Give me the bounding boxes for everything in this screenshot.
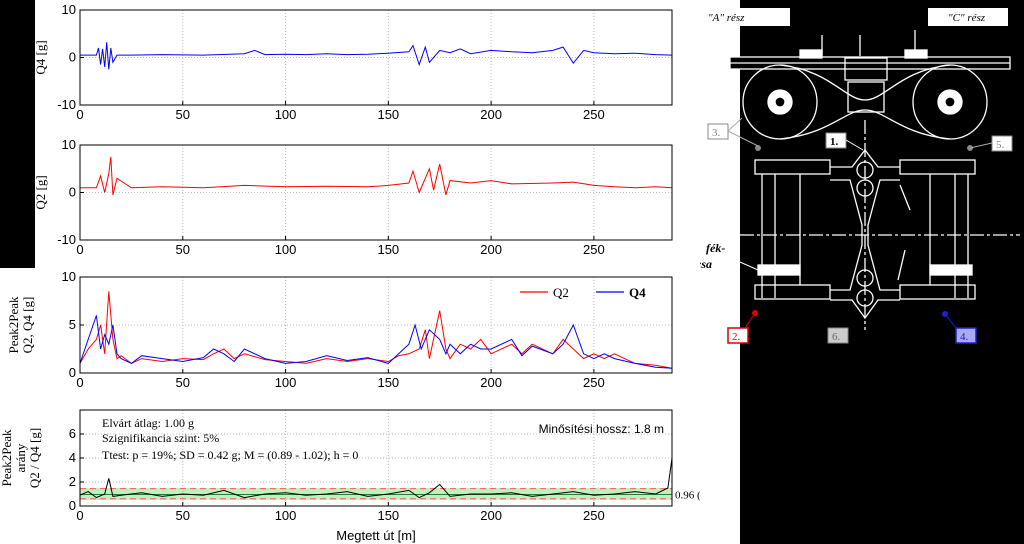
brake-label-box bbox=[700, 238, 740, 272]
header-right-box bbox=[928, 8, 1008, 26]
x-tick-label: 150 bbox=[377, 242, 399, 257]
legend-label-q4: Q4 bbox=[629, 285, 646, 300]
series-line-1 bbox=[80, 457, 672, 499]
x-tick-label: 0 bbox=[76, 107, 83, 122]
bogie-diagram: "A" rész "C" rész bbox=[700, 0, 1024, 544]
y-axis-label: Peak2PeakQ2, Q4 [g] bbox=[6, 296, 35, 354]
x-tick-label: 250 bbox=[583, 107, 605, 122]
chart-panel-4: 0 50 100 150 200 250 0 2 4 6 0.96 (átlag) Peak2Peak… bbox=[0, 409, 700, 543]
x-tick-label: 200 bbox=[480, 375, 502, 390]
series-group bbox=[80, 42, 672, 70]
axes-box bbox=[79, 409, 673, 507]
y-tick-label: 5 bbox=[69, 317, 76, 332]
x-tick-label: 0 bbox=[76, 375, 83, 390]
annotation-expected-mean: Elvárt átlag: 1.00 g bbox=[102, 416, 194, 430]
y-tick-label: -10 bbox=[57, 97, 76, 112]
y-tick-label: 10 bbox=[62, 137, 76, 152]
callout-1-label: 1. bbox=[830, 136, 839, 148]
x-tick-label: 150 bbox=[377, 107, 399, 122]
x-tick-label: 150 bbox=[377, 508, 399, 523]
brake-label-line2: tárcsa bbox=[700, 257, 712, 271]
y-tick-label: 4 bbox=[69, 450, 76, 465]
header-right-label: "C" rész bbox=[948, 12, 986, 24]
header-left-box bbox=[700, 8, 790, 26]
y-axis-label: Q4 [g] bbox=[33, 40, 48, 74]
y-axis-label: Q2 [g] bbox=[33, 175, 48, 209]
chart-panel-3: 0 50 100 150 200 250 0 5 10 Peak2PeakQ2, Q4 [g] Q2… bbox=[6, 269, 673, 390]
y-tick-label: 2 bbox=[69, 474, 76, 489]
header-left-label: "A" rész bbox=[708, 12, 745, 24]
axes-box bbox=[79, 144, 673, 241]
y-tick-label: 0 bbox=[69, 50, 76, 65]
callout-2 bbox=[727, 327, 749, 344]
y-tick-label: 10 bbox=[62, 269, 76, 284]
x-tick-label: 0 bbox=[76, 242, 83, 257]
callout-6 bbox=[827, 327, 849, 344]
x-tick-label: 100 bbox=[275, 242, 297, 257]
y-tick-label: -10 bbox=[57, 232, 76, 247]
series-group bbox=[80, 457, 672, 499]
callout-3-label: 3. bbox=[712, 127, 721, 139]
x-tick-label: 50 bbox=[176, 242, 190, 257]
series-line-1 bbox=[80, 156, 672, 196]
series-line-q4 bbox=[80, 315, 672, 369]
series-group bbox=[80, 156, 672, 196]
brake-label-line1: fék- bbox=[706, 241, 725, 255]
bogie-frame-drawing bbox=[729, 30, 1020, 330]
y-tick-label: 0 bbox=[69, 498, 76, 513]
x-tick-label: 100 bbox=[275, 508, 297, 523]
plot-area bbox=[80, 10, 672, 105]
y-tick-label: 10 bbox=[62, 2, 76, 17]
x-tick-label: 250 bbox=[583, 375, 605, 390]
x-axis-label: Megtett út [m] bbox=[336, 528, 415, 543]
reference-line-label: 0.96 (átlag) bbox=[675, 489, 700, 501]
x-tick-label: 200 bbox=[480, 242, 502, 257]
x-tick-label: 250 bbox=[583, 508, 605, 523]
y-tick-label: 6 bbox=[69, 426, 76, 441]
x-tick-label: 250 bbox=[583, 242, 605, 257]
axes-box bbox=[79, 9, 673, 106]
y-tick-label: 0 bbox=[69, 185, 76, 200]
callout-4 bbox=[955, 327, 977, 344]
x-tick-label: 200 bbox=[480, 107, 502, 122]
x-tick-label: 50 bbox=[176, 508, 190, 523]
x-tick-label: 150 bbox=[377, 375, 399, 390]
callout-4-label: 4. bbox=[960, 331, 969, 343]
plot-area bbox=[80, 145, 672, 240]
legend-label-q2: Q2 bbox=[553, 285, 569, 300]
series-group bbox=[80, 291, 672, 369]
x-tick-label: 0 bbox=[76, 508, 83, 523]
axes-box bbox=[79, 276, 673, 374]
annotation-significance: Szignifikancia szint: 5% bbox=[102, 431, 219, 445]
x-tick-label: 50 bbox=[176, 107, 190, 122]
annotation-ttest: Ttest: p = 19%; SD = 0.42 g; M = (0.89 -… bbox=[102, 448, 358, 462]
callout-5-label: 5. bbox=[996, 139, 1005, 151]
callout-2-label: 2. bbox=[732, 331, 741, 343]
x-tick-label: 200 bbox=[480, 508, 502, 523]
series-line-1 bbox=[80, 42, 672, 70]
x-tick-label: 50 bbox=[176, 375, 190, 390]
x-tick-label: 100 bbox=[275, 375, 297, 390]
x-tick-label: 100 bbox=[275, 107, 297, 122]
y-axis-label: Peak2PeakarányQ2 / Q4 [g] bbox=[0, 428, 42, 488]
annotation-qualification-length: Minősítési hossz: 1.8 m bbox=[539, 422, 664, 436]
y-tick-label: 0 bbox=[69, 365, 76, 380]
callout-6-label: 6. bbox=[832, 331, 841, 343]
